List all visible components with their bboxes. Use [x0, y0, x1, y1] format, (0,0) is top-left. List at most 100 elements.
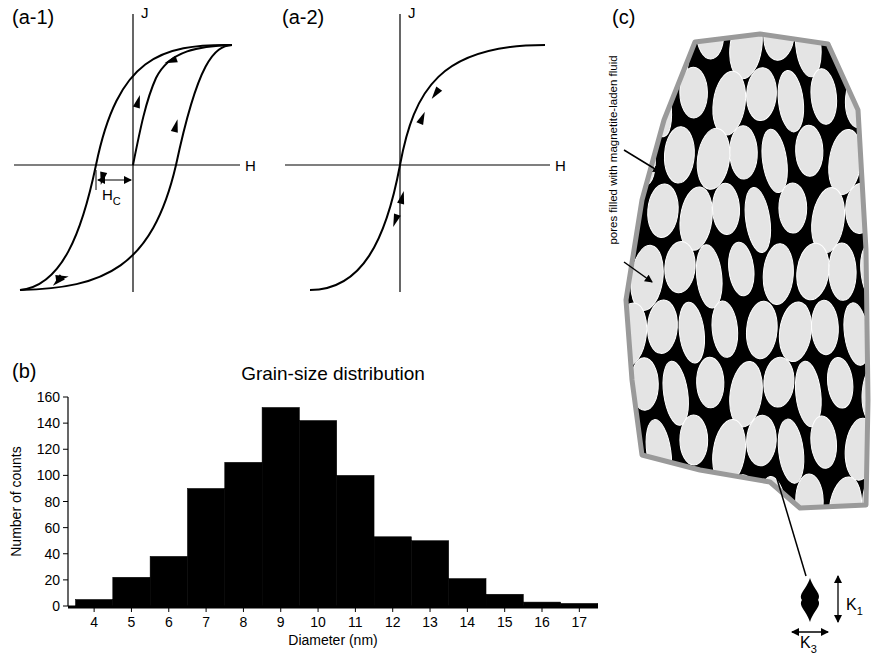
- y-tick: [63, 501, 68, 502]
- panel-letter: (b): [12, 360, 36, 382]
- y-axis-title: Number of counts: [8, 446, 24, 557]
- grain: [844, 182, 875, 234]
- grain: [828, 243, 857, 301]
- pore-shape: [801, 578, 819, 622]
- x-tick: [243, 608, 244, 612]
- y-tick: [63, 449, 68, 450]
- symbol-label: K3: [800, 634, 817, 654]
- grain: [843, 417, 875, 482]
- x-tick: [542, 608, 543, 612]
- initial-curve: [133, 45, 232, 165]
- ascending-branch: [20, 45, 232, 290]
- grain: [726, 241, 757, 297]
- symbol-subscript: 3: [811, 643, 817, 654]
- x-tick-label: 8: [240, 614, 248, 630]
- grain: [745, 67, 778, 121]
- bar: [225, 462, 262, 606]
- grain: [775, 418, 807, 485]
- grain: [696, 357, 725, 408]
- y-tick-label: 0: [52, 598, 60, 614]
- x-tick-label: 7: [202, 614, 210, 630]
- bar: [113, 577, 150, 606]
- x-tick: [504, 608, 505, 612]
- x-tick-label: 4: [90, 614, 98, 630]
- x-axis-title: Diameter (nm): [288, 632, 377, 648]
- grain: [729, 126, 757, 180]
- y-tick: [63, 397, 68, 398]
- reversible-curve: [310, 45, 545, 290]
- x-tick: [579, 608, 580, 612]
- x-tick: [280, 608, 281, 612]
- bar: [150, 556, 187, 606]
- chart-title: Grain-size distribution: [241, 363, 425, 384]
- grain: [793, 241, 832, 302]
- grain: [659, 360, 692, 427]
- grain: [712, 183, 741, 235]
- symbol-subscript: 1: [857, 605, 863, 617]
- x-tick: [467, 608, 468, 612]
- panel-a1: (a-1)JHHC: [12, 4, 256, 292]
- direction-arrow: [133, 95, 140, 109]
- grain: [694, 473, 733, 534]
- grain: [642, 418, 675, 486]
- panel-letter: (a-1): [12, 6, 54, 28]
- symbol-label: K1: [846, 596, 863, 617]
- grain: [694, 243, 725, 309]
- panel-a2: (a-2)JH: [282, 4, 566, 292]
- x-axis: [68, 606, 598, 609]
- grain: [776, 300, 815, 363]
- grain: [680, 415, 708, 465]
- symbol-subscript: C: [113, 195, 121, 207]
- symbol-main: K: [800, 634, 811, 651]
- x-tick-label: 17: [572, 614, 588, 630]
- grain: [745, 414, 777, 466]
- grain: [761, 243, 795, 306]
- grain: [627, 473, 658, 530]
- x-tick-label: 13: [422, 614, 438, 630]
- y-tick: [63, 527, 68, 528]
- x-tick-label: 12: [385, 614, 401, 630]
- bar: [75, 599, 112, 606]
- k1-arrow: [837, 576, 838, 622]
- grain: [646, 183, 680, 239]
- bar: [299, 421, 336, 606]
- grain: [758, 128, 791, 195]
- page: {"chart_data": {"type": "histogram", "ti…: [0, 0, 875, 654]
- grain: [646, 299, 679, 354]
- y-tick: [63, 423, 68, 424]
- axis-label: H: [245, 157, 256, 174]
- k3-arrow: [792, 631, 828, 632]
- grains: [594, 8, 875, 542]
- grain: [810, 300, 839, 356]
- grain: [775, 69, 807, 133]
- bar: [523, 602, 560, 606]
- h-axis: [14, 164, 240, 165]
- descending-branch: [20, 45, 232, 290]
- bar: [411, 541, 448, 606]
- grain: [795, 125, 824, 177]
- grain: [729, 474, 758, 531]
- direction-arrow: [55, 275, 68, 282]
- j-axis: [132, 14, 133, 292]
- panel-letter: (a-2): [282, 6, 324, 28]
- y-tick-label: 140: [37, 415, 61, 431]
- x-tick-label: 6: [165, 614, 173, 630]
- grain: [662, 475, 696, 537]
- grain: [825, 9, 856, 64]
- grain: [710, 300, 741, 359]
- grain: [779, 183, 807, 233]
- grain: [809, 415, 839, 470]
- pointer-arrow: [624, 150, 660, 172]
- grain: [597, 241, 626, 292]
- y-tick-label: 20: [44, 572, 60, 588]
- direction-arrow: [100, 172, 107, 186]
- grain: [795, 474, 824, 528]
- y-tick-label: 160: [37, 389, 61, 405]
- x-tick-label: 11: [348, 614, 363, 630]
- y-tick: [63, 579, 68, 580]
- bar: [187, 488, 224, 606]
- grain: [744, 300, 779, 360]
- symbol-main: K: [846, 596, 857, 613]
- direction-arrow: [416, 112, 424, 125]
- coercivity-tick: [96, 170, 97, 190]
